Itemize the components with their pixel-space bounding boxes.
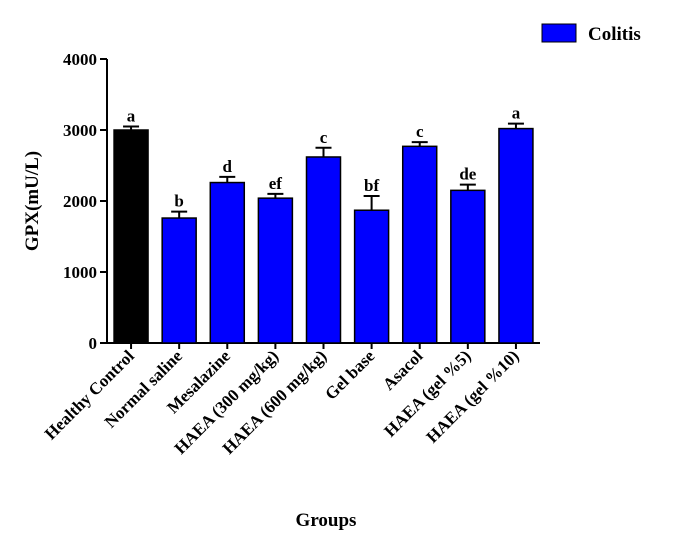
annotation: a: [127, 106, 136, 125]
y-tick-label: 3000: [63, 121, 97, 140]
x-tick-label: HAEA (gel %5): [380, 346, 474, 440]
bar: [498, 127, 534, 344]
annotation: bf: [364, 176, 379, 195]
annotation: de: [459, 165, 476, 184]
annotation: ef: [269, 174, 283, 193]
bar: [209, 181, 246, 344]
y-tick-label: 4000: [63, 50, 97, 69]
bar: [161, 217, 197, 344]
bar: [113, 129, 149, 344]
bar: [305, 156, 342, 344]
annotation: c: [320, 128, 328, 147]
y-tick-label: 0: [89, 334, 98, 353]
y-tick-label: 2000: [63, 192, 97, 211]
y-axis-label: GPX(mU/L): [22, 151, 43, 251]
annotation: d: [223, 157, 233, 176]
annotation: a: [512, 104, 521, 123]
legend-label: Colitis: [588, 24, 641, 45]
bar: [450, 189, 486, 344]
y-tick-label: 1000: [63, 263, 97, 282]
bar: [401, 145, 438, 344]
x-tick-label: Gel base: [321, 346, 378, 403]
bar: [257, 197, 294, 344]
bar: [353, 209, 390, 344]
annotation: c: [416, 122, 424, 141]
legend-swatch: [541, 23, 577, 43]
x-axis-label: Groups: [296, 510, 357, 531]
annotation: b: [174, 192, 183, 211]
